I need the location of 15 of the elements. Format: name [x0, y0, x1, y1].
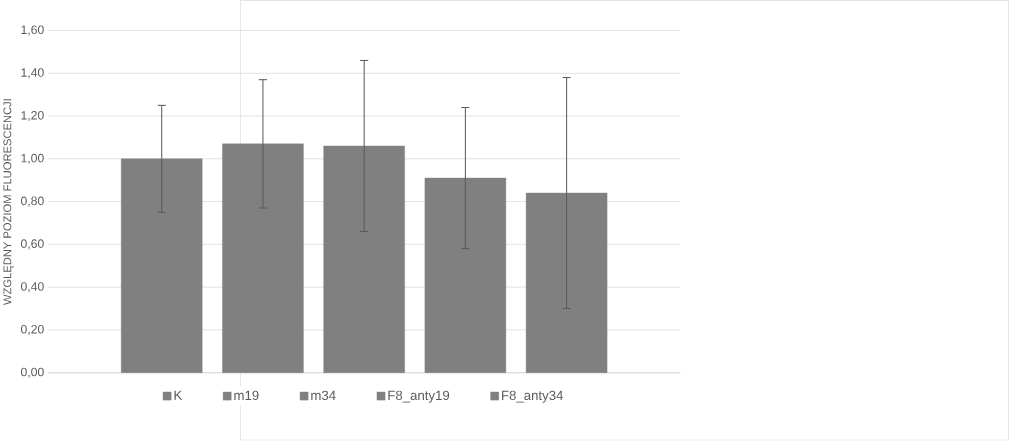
y-tick-label: 0,60	[20, 239, 44, 250]
y-tick-label: 1,00	[21, 154, 44, 165]
legend-label: F8_anty19	[388, 390, 450, 403]
y-tick-label: 0,20	[20, 325, 44, 336]
y-tick-label: 1,40	[21, 68, 44, 79]
legend-label: F8_anty34	[502, 390, 564, 403]
y-tick-label: 1,60	[21, 25, 44, 36]
legend-label: K	[174, 390, 183, 401]
legend-label: m19	[234, 390, 259, 401]
y-tick-label: 0,00	[20, 367, 44, 378]
y-tick-label: 0,80	[20, 196, 44, 207]
legend-label: m34	[311, 390, 336, 401]
y-tick-label: 1,20	[21, 111, 44, 122]
y-axis-title: WZGLĘDNY POZIOM FLUORESCENCJI	[3, 99, 14, 306]
y-tick-label: 0,40	[20, 282, 44, 293]
